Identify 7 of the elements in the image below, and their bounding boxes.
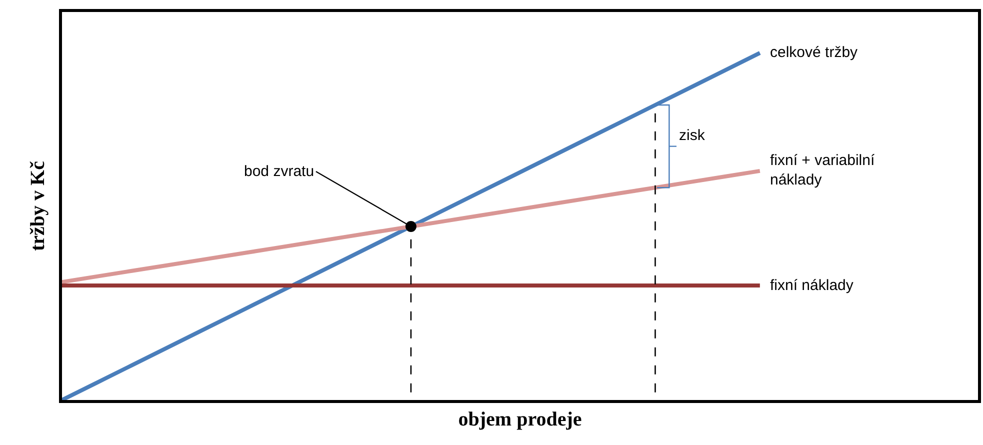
x-axis-title: objem prodeje bbox=[458, 408, 582, 431]
annotation: bod zvratu bbox=[244, 163, 314, 180]
series-label: fixní náklady bbox=[770, 277, 854, 294]
series-label: fixní + variabilní náklady bbox=[770, 152, 876, 188]
series-label: celkové tržby bbox=[770, 44, 858, 61]
annotation: zisk bbox=[679, 127, 706, 144]
y-axis-title: tržby v Kč bbox=[26, 160, 49, 251]
